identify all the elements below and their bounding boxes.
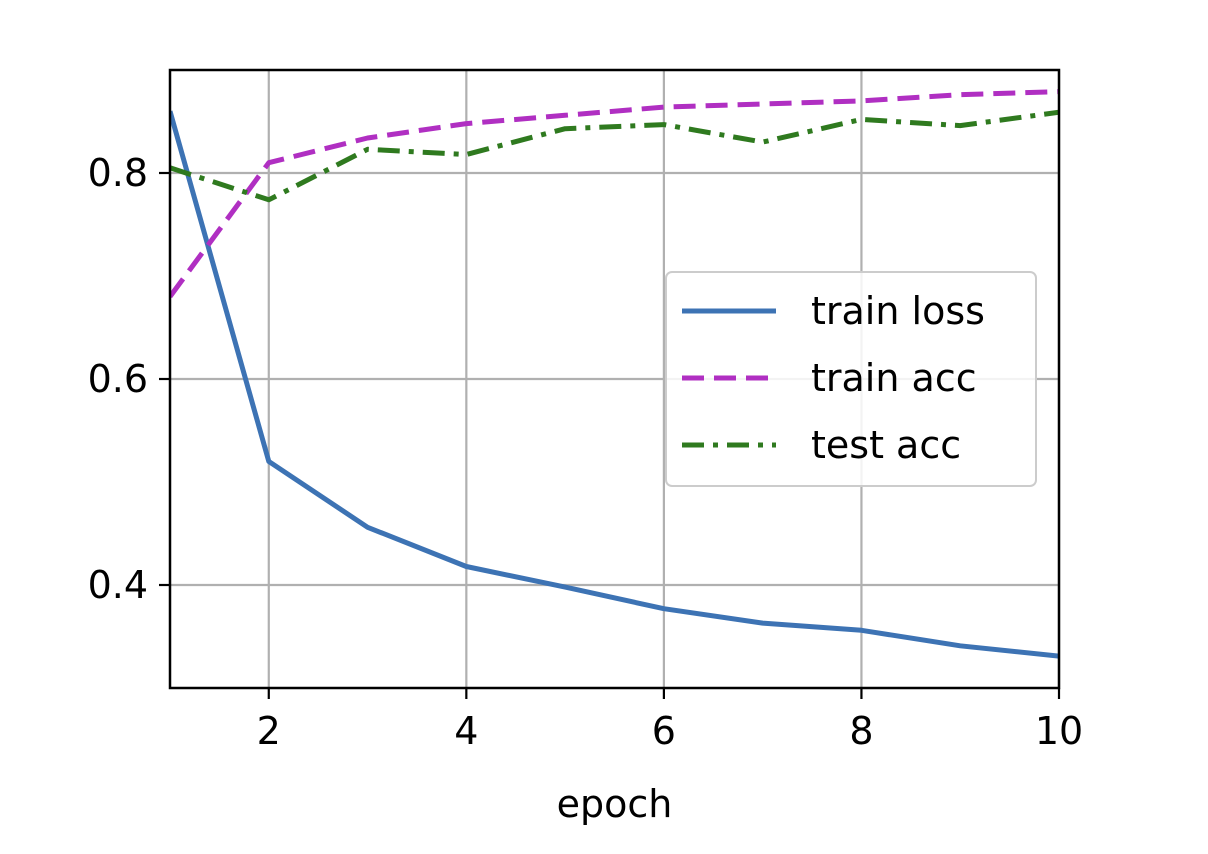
x-tick-label: 6 (652, 709, 676, 753)
series-line-test-acc (170, 109, 1059, 203)
series-line-train-acc (170, 89, 1059, 299)
axis-ticks: 2 4 6 8 10 0.4 0.6 0.8 (88, 151, 1084, 753)
y-tick-label: 0.4 (88, 563, 148, 607)
x-tick-label: 2 (257, 709, 281, 753)
x-tick-label: 4 (454, 709, 478, 753)
legend-box (665, 271, 1037, 487)
legend-label-train-loss: train loss (811, 289, 985, 333)
legend: train loss train acc test acc (665, 271, 1037, 487)
x-tick-label: 10 (1035, 709, 1083, 753)
series-line-train-loss (170, 110, 1059, 659)
y-tick-label: 0.8 (88, 151, 148, 195)
legend-label-train-acc: train acc (811, 356, 977, 400)
x-axis-title: epoch (557, 782, 673, 826)
x-tick-label: 8 (849, 709, 873, 753)
legend-label-test-acc: test acc (811, 423, 961, 467)
y-tick-label: 0.6 (88, 357, 148, 401)
series-lines (170, 89, 1059, 659)
